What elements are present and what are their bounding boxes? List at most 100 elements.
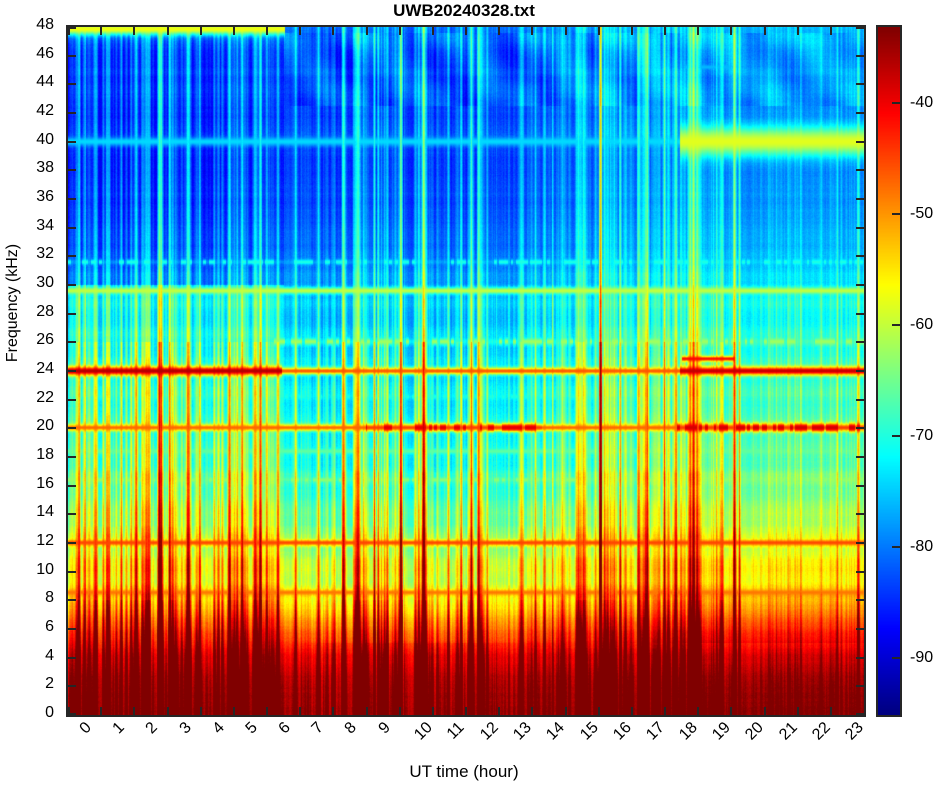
colorbar-tick-label: -80 xyxy=(910,537,934,555)
x-tick-mark xyxy=(431,707,434,715)
y-tick-mark xyxy=(68,484,76,487)
y-tick-mark xyxy=(68,713,76,715)
y-tick-mark xyxy=(68,27,76,29)
y-tick-label: 0 xyxy=(45,704,54,721)
y-tick-label: 6 xyxy=(45,618,54,635)
x-tick-mark xyxy=(133,27,136,35)
x-tick-label: 8 xyxy=(341,719,361,738)
x-tick-mark xyxy=(829,27,832,35)
x-tick-label: 3 xyxy=(176,719,195,738)
x-tick-mark xyxy=(564,707,567,715)
x-tick-mark xyxy=(763,707,766,715)
colorbar-tick-label: -60 xyxy=(910,315,934,333)
y-axis-label: Frequency (kHz) xyxy=(4,243,21,363)
x-tick-label: 22 xyxy=(808,719,834,744)
y-tick-mark xyxy=(68,398,76,401)
x-tick-mark xyxy=(498,707,501,715)
x-tick-mark xyxy=(664,707,666,715)
y-tick-mark xyxy=(856,599,864,602)
y-tick-label: 36 xyxy=(36,188,54,205)
page-title: UWB20240328.txt xyxy=(393,1,535,20)
x-tick-mark xyxy=(730,27,733,35)
y-tick-mark xyxy=(856,198,864,200)
x-tick-mark xyxy=(332,707,335,715)
colorbar-tick-mark xyxy=(892,545,900,548)
x-tick-label: 13 xyxy=(510,719,535,744)
colorbar-tick-label: -90 xyxy=(910,648,934,666)
spectrogram-image xyxy=(68,27,864,715)
y-tick-mark xyxy=(856,513,864,516)
x-axis-ticks: 0 1 2 3 4 5 6 7 8 9 10 11 12 13 14 15 16 17 18 19 20 21 22 23 xyxy=(66,713,867,761)
y-tick-mark xyxy=(856,112,864,114)
colorbar-tick-label: -70 xyxy=(910,426,934,444)
x-tick-label: 12 xyxy=(477,719,502,744)
y-tick-label: 24 xyxy=(36,360,54,377)
x-tick-label: 10 xyxy=(410,719,436,744)
x-tick-mark xyxy=(199,27,202,35)
x-tick-mark xyxy=(630,707,633,715)
y-tick-label: 14 xyxy=(36,503,54,521)
y-tick-label: 32 xyxy=(36,245,54,263)
colorbar-ticks: -40 -50 -60 -70 -80 -90 xyxy=(876,25,948,713)
y-tick-mark xyxy=(68,656,76,659)
x-tick-label: 7 xyxy=(308,719,328,738)
x-tick-mark xyxy=(531,27,534,35)
y-tick-label: 44 xyxy=(36,73,54,91)
x-tick-mark xyxy=(597,707,600,715)
y-tick-label: 4 xyxy=(45,646,54,664)
y-tick-mark xyxy=(856,484,864,487)
colorbar-gradient xyxy=(878,27,900,715)
y-tick-mark xyxy=(68,370,76,372)
y-tick-mark xyxy=(68,312,76,315)
colorbar-tick-mark xyxy=(892,656,900,659)
y-tick-mark xyxy=(856,284,864,286)
x-tick-mark xyxy=(531,707,534,715)
y-tick-mark xyxy=(68,542,76,544)
x-tick-mark xyxy=(796,707,799,715)
y-tick-mark xyxy=(856,628,864,630)
x-tick-mark xyxy=(398,27,401,35)
y-tick-mark xyxy=(856,341,864,344)
x-tick-label: 21 xyxy=(775,719,801,744)
y-tick-mark xyxy=(68,255,76,258)
x-tick-label: 1 xyxy=(109,719,129,738)
colorbar-tick-mark xyxy=(892,101,900,104)
x-tick-mark xyxy=(796,27,799,35)
y-tick-mark xyxy=(856,370,864,372)
y-tick-label: 18 xyxy=(36,446,54,463)
y-tick-mark xyxy=(68,599,76,602)
x-tick-label: 15 xyxy=(576,719,602,744)
colorbar-tick-mark xyxy=(892,212,900,215)
x-tick-mark xyxy=(166,707,169,715)
y-tick-label: 26 xyxy=(36,331,54,349)
y-tick-label: 20 xyxy=(36,417,54,435)
y-tick-mark xyxy=(856,226,864,229)
y-tick-mark xyxy=(856,456,864,458)
y-tick-mark xyxy=(856,398,864,401)
y-tick-label: 28 xyxy=(36,302,54,320)
y-tick-label: 30 xyxy=(36,274,54,291)
x-tick-mark xyxy=(398,707,401,715)
y-tick-mark xyxy=(856,685,864,688)
x-tick-mark xyxy=(299,707,302,715)
y-tick-mark xyxy=(856,570,864,573)
y-tick-label: 40 xyxy=(36,130,54,148)
x-tick-mark xyxy=(730,707,733,715)
x-tick-label: 5 xyxy=(242,719,261,738)
y-tick-mark xyxy=(856,656,864,659)
x-axis-label: UT time (hour) xyxy=(409,762,519,781)
x-tick-mark xyxy=(133,707,136,715)
y-tick-mark xyxy=(68,341,76,344)
x-tick-label: 19 xyxy=(709,719,734,744)
colorbar-tick-label: -40 xyxy=(910,93,934,111)
y-tick-mark xyxy=(68,456,76,458)
x-tick-mark xyxy=(232,27,235,35)
y-tick-mark xyxy=(68,284,76,286)
y-tick-label: 8 xyxy=(45,589,54,607)
y-tick-mark xyxy=(856,312,864,315)
x-tick-label: 16 xyxy=(609,719,635,744)
y-tick-label: 10 xyxy=(36,560,54,578)
y-tick-mark xyxy=(68,169,76,172)
x-tick-mark xyxy=(100,27,103,35)
